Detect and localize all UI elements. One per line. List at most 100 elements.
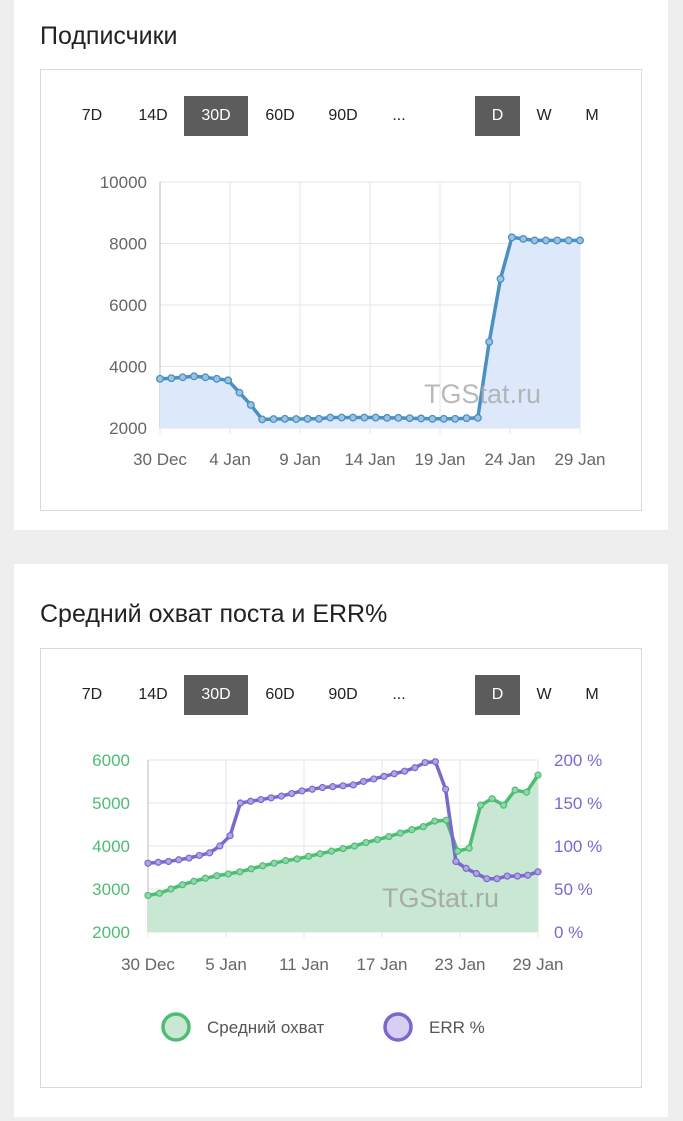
err-point: [195, 851, 203, 860]
group-month-button[interactable]: M: [585, 107, 599, 124]
subscribers-point: [519, 234, 528, 243]
reach-point: [522, 788, 531, 796]
range-60d-button[interactable]: 60D: [265, 686, 295, 703]
reach-point: [373, 835, 382, 844]
subscribers-point: [485, 337, 494, 346]
range-14d-button[interactable]: 14D: [138, 107, 168, 124]
range-90d-button[interactable]: 90D: [328, 686, 358, 703]
subscribers-point: [473, 413, 482, 422]
subscribers-point: [212, 374, 221, 383]
subscribers-point: [451, 414, 460, 423]
err-point: [349, 781, 357, 789]
subscribers-point: [360, 413, 369, 422]
reach-err-card: Средний охват поста и ERR% 7D 14D 30D 60…: [14, 564, 668, 1117]
legend-err-swatch: [383, 1012, 413, 1042]
subscribers-point: [417, 414, 426, 423]
err-point: [247, 797, 255, 805]
range-60d-button[interactable]: 60D: [265, 107, 295, 124]
reach-err-chart: 2000 3000 4000 5000 6000 0 % 50 % 100 % 150 % 200…: [92, 751, 602, 1042]
err-point: [154, 858, 162, 866]
reach-point: [304, 852, 313, 860]
subscribers-point: [292, 415, 301, 424]
err-point: [288, 789, 296, 798]
reach-point: [224, 870, 232, 878]
subscribers-point: [576, 236, 584, 245]
reach-point: [350, 842, 359, 850]
subscribers-point: [462, 414, 471, 423]
range-30d-button[interactable]: 30D: [184, 675, 248, 715]
range-more-button[interactable]: ...: [392, 686, 406, 703]
reach-point: [201, 874, 209, 882]
reach-point: [511, 786, 519, 794]
subscribers-point: [326, 413, 335, 422]
err-point: [216, 842, 224, 850]
reach-point: [293, 855, 301, 863]
x-tick-label: 17 Jan: [356, 955, 407, 974]
subscribers-point: [303, 414, 312, 423]
reach-point: [454, 847, 462, 855]
err-point: [144, 859, 152, 867]
range-7d-button[interactable]: 7D: [81, 107, 103, 124]
err-point: [359, 777, 368, 786]
subscribers-point: [564, 236, 573, 245]
subscribers-point: [258, 415, 267, 424]
x-tick-label: 23 Jan: [434, 955, 485, 974]
subscribers-title: Подписчики: [40, 22, 178, 50]
reach-point: [431, 817, 439, 825]
group-day-button[interactable]: D: [475, 96, 520, 136]
reach-point: [213, 872, 221, 880]
group-week-button[interactable]: W: [536, 686, 552, 703]
reach-point: [534, 771, 542, 779]
y-tick-label: 4000: [109, 358, 147, 377]
err-point: [483, 875, 491, 883]
range-7d-button[interactable]: 7D: [81, 686, 103, 703]
y-tick-label: 10000: [100, 173, 147, 192]
reach-point: [259, 862, 267, 870]
err-point: [339, 782, 347, 790]
watermark-text: TGStat.ru: [382, 883, 499, 913]
err-point: [164, 857, 173, 866]
reach-point: [236, 868, 244, 876]
err-point: [472, 869, 481, 878]
reach-point: [144, 891, 152, 900]
reach-point: [362, 838, 370, 847]
reach-point: [327, 847, 336, 855]
group-month-button[interactable]: M: [585, 686, 599, 703]
err-point: [411, 764, 419, 772]
err-point: [370, 775, 378, 783]
reach-err-panel: 7D 14D 30D 60D 90D ... D W M 2000 3000 400…: [40, 648, 642, 1088]
reach-point: [396, 829, 404, 837]
group-week-button[interactable]: W: [536, 107, 552, 124]
err-point: [493, 875, 501, 883]
range-more-button[interactable]: ...: [392, 107, 406, 124]
subscribers-point: [201, 373, 210, 382]
x-tick-label: 4 Jan: [209, 450, 251, 469]
range-30d-button[interactable]: 30D: [184, 96, 248, 136]
x-tick-label: 14 Jan: [344, 450, 395, 469]
x-tick-label: 30 Dec: [133, 450, 187, 469]
group-day-button[interactable]: D: [475, 675, 520, 715]
subscribers-point: [167, 374, 176, 383]
legend-err-label: ERR %: [429, 1018, 485, 1037]
x-tick-label: 29 Jan: [554, 450, 605, 469]
subscribers-point: [496, 274, 505, 283]
reach-point: [270, 859, 278, 867]
err-point: [226, 832, 234, 840]
err-point: [236, 799, 244, 807]
subscribers-point: [280, 414, 289, 423]
range-14d-button[interactable]: 14D: [138, 686, 168, 703]
err-point: [442, 785, 450, 793]
reach-point: [155, 889, 164, 897]
y-left-tick-label: 5000: [92, 794, 130, 813]
err-point: [421, 758, 429, 767]
err-point: [257, 795, 265, 804]
x-tick-label: 5 Jan: [205, 955, 247, 974]
subscribers-point: [178, 373, 187, 382]
subscribers-point: [530, 236, 539, 245]
range-90d-button[interactable]: 90D: [328, 107, 358, 124]
subscribers-point: [428, 414, 437, 423]
err-point: [462, 864, 470, 872]
err-point: [390, 770, 398, 778]
reach-point: [190, 877, 198, 885]
subscribers-point: [349, 413, 357, 422]
